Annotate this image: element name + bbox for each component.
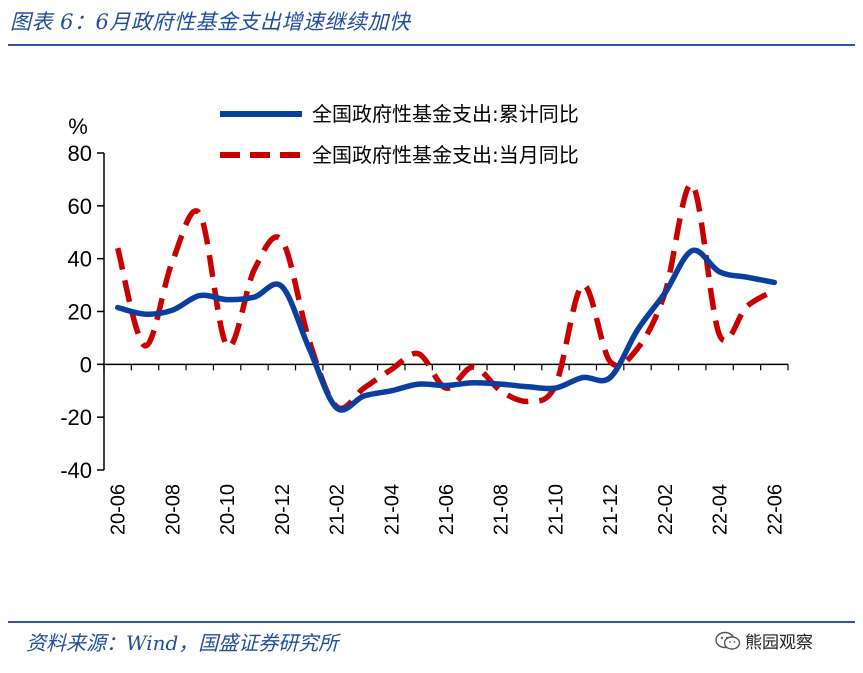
figure-title: 图表 6：6月政府性基金支出增速继续加快 [10,10,411,34]
x-tick-label: 22-06 [764,484,786,535]
x-tick-label: 21-10 [545,484,567,535]
x-tick-label: 21-02 [327,484,349,535]
line-chart: 80 60 40 20 0 -20 -40% 20-06 20-08 20-10 20-12 21-0… [60,102,789,535]
x-tick-label: 22-02 [655,484,677,535]
title-divider [8,44,855,46]
y-tick-label: 80 [68,141,92,166]
y-tick-label: -40 [60,458,92,483]
x-tick-label: 22-04 [710,484,732,535]
x-tick-label: 21-12 [600,484,622,535]
y-axis-unit: % [68,114,88,139]
x-tick-label: 20-06 [108,484,130,535]
y-tick-label: -20 [60,405,92,430]
legend-label-cumulative: 全国政府性基金支出:累计同比 [312,102,579,126]
x-tick-label: 20-08 [162,484,184,535]
source-note: 资料来源：Wind，国盛证券研究所 [26,631,339,655]
y-tick-label: 20 [68,300,92,325]
source-divider [8,621,855,623]
y-tick-label: 0 [80,352,92,377]
x-tick-label: 20-10 [217,484,239,535]
chart-series [114,181,778,413]
watermark: 熊园观察 [715,628,813,653]
wechat-icon [715,631,741,650]
x-tick-label: 21-04 [381,484,403,535]
y-tick-label: 40 [68,247,92,272]
chart-axes: 80 60 40 20 0 -20 -40% 20-06 20-08 20-10 20-12 21-0… [60,114,789,535]
y-tick-label: 60 [68,194,92,219]
series-cumulative-yoy-line [114,247,778,413]
x-tick-label: 20-12 [272,484,294,535]
x-tick-label: 21-06 [436,484,458,535]
watermark-text: 熊园观察 [745,633,813,653]
legend-label-monthly: 全国政府性基金支出:当月同比 [312,143,579,167]
x-tick-label: 21-08 [491,484,513,535]
